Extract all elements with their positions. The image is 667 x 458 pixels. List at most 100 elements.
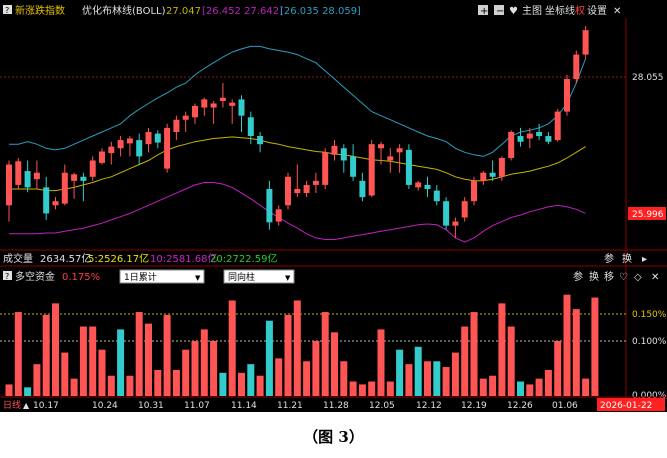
sub-switch-button[interactable]: 换 (589, 270, 599, 283)
fund-flow-bar (340, 361, 348, 396)
fund-flow-bar (312, 341, 320, 396)
candle-body (108, 146, 115, 154)
bar-mode-select-value: 同向柱 (228, 271, 255, 283)
candle-body (433, 190, 440, 202)
toolbar-main-chart[interactable]: 主图 (522, 5, 542, 17)
fund-flow-bar (498, 303, 506, 396)
fund-flow-bar (451, 352, 459, 396)
sub-lock-icon[interactable]: ◇ (634, 272, 642, 283)
candle-body (24, 171, 31, 188)
period-select[interactable] (119, 269, 205, 284)
candle-body (89, 160, 96, 177)
x-axis-label: 11.21 (277, 401, 303, 411)
fund-flow-bar (368, 381, 376, 396)
sub-menu-q-icon[interactable] (3, 271, 12, 280)
fund-flow-bars (5, 294, 599, 396)
zoom-out-icon[interactable] (494, 5, 504, 15)
volume-switch-button[interactable]: 换 (622, 252, 632, 265)
x-axis-label: 12.05 (369, 401, 395, 411)
volume-param-button[interactable]: 参 (604, 252, 614, 265)
stock-chart-panel: ? 新涨跌指数 优化布林线(BOLL) 27.047 [26.452 27.64… (0, 0, 667, 412)
volume-ma20: 20:2722.59亿 (210, 252, 277, 265)
fund-flow-bar (182, 349, 190, 396)
x-axis-label: 10.24 (92, 401, 118, 411)
volume-label: 成交量 (3, 252, 33, 265)
candle-body (294, 188, 301, 194)
fund-flow-bar (563, 294, 571, 396)
toolbar-axis[interactable]: 坐标线 (545, 4, 575, 17)
fund-flow-bar (228, 300, 236, 396)
fund-flow-bar (572, 309, 580, 396)
fund-flow-bar (517, 381, 524, 396)
figure-caption: （图 3） (303, 428, 364, 446)
fund-flow-bar (70, 378, 78, 396)
chart-svg: ? 新涨跌指数 优化布林线(BOLL) 27.047 [26.452 27.64… (0, 4, 667, 411)
indicator-name[interactable]: 优化布林线(BOLL) (82, 4, 166, 17)
candle-body (145, 131, 152, 145)
menu-q-icon[interactable] (3, 5, 12, 14)
fund-flow-bar (331, 332, 338, 396)
fund-flow-bar (14, 312, 22, 396)
bar-mode-select[interactable] (223, 269, 295, 284)
candle-body (99, 151, 105, 163)
fund-flow-bar (461, 326, 469, 396)
close-icon[interactable]: ✕ (613, 6, 621, 17)
candle-body (61, 172, 68, 204)
fund-flow-bar (442, 367, 450, 396)
period-label[interactable]: 日线 (3, 399, 21, 411)
fund-flow-bar (535, 378, 543, 396)
candle-body (238, 99, 245, 116)
sub-favorite-heart-icon[interactable]: ♡ (619, 272, 628, 283)
candle-body (201, 99, 208, 108)
fund-flow-bar (33, 364, 41, 396)
fund-flow-bar (265, 320, 273, 396)
candle-body (266, 188, 273, 223)
sub-move-button[interactable]: 移 (604, 270, 614, 283)
x-axis-label: 10.17 (33, 401, 59, 411)
candle-body (164, 127, 171, 169)
fund-flow-bar (89, 326, 97, 396)
candle-body (322, 152, 329, 185)
candle-body (415, 182, 422, 188)
level-label-0000: 0.000% (632, 391, 667, 401)
fund-flow-bar (79, 326, 87, 396)
toolbar-settings[interactable]: 设置 (587, 5, 607, 17)
boll-mid-line (9, 136, 586, 192)
volume-more-icon[interactable]: ▸ (642, 254, 647, 265)
candle-body (331, 145, 338, 155)
fund-flow-bar (544, 369, 552, 396)
zoom-in-icon[interactable] (478, 5, 488, 15)
candle-body (312, 180, 319, 185)
candle-body (303, 184, 310, 194)
sub-param-button[interactable]: 参 (573, 270, 583, 283)
fund-flow-bar (24, 387, 32, 396)
fund-flow-bar (293, 300, 301, 396)
sub-close-icon[interactable]: ✕ (651, 272, 659, 283)
candle-body (405, 149, 412, 185)
candle-body (378, 144, 384, 149)
favorite-heart-icon[interactable]: ♥ (509, 6, 518, 17)
price-low-label: 25.996 (632, 210, 664, 220)
fund-flow-bar (405, 364, 413, 396)
fund-flow-bar (256, 375, 264, 396)
toolbar-right[interactable]: 权 (575, 4, 585, 17)
period-select-chevron-icon: ▼ (195, 274, 201, 282)
level-label-0150: 0.150% (632, 310, 667, 320)
candle-body (33, 172, 40, 180)
candlestick-plot (6, 26, 589, 243)
x-axis-label: 11.07 (184, 401, 210, 411)
candle-body (452, 221, 459, 226)
index-name[interactable]: 新涨跌指数 (15, 4, 65, 17)
candle-body (275, 209, 282, 222)
candle-body (359, 180, 366, 198)
candle-body (461, 201, 468, 218)
fund-flow-bar (210, 341, 218, 396)
fund-flow-bar (489, 375, 497, 396)
sub-panel-title[interactable]: 多空资金 (15, 270, 55, 283)
fund-flow-bar (479, 378, 487, 396)
period-select-value: 1日累计 (124, 271, 157, 283)
sub-panel-value: 0.175% (62, 272, 100, 283)
fund-flow-bar (172, 369, 180, 396)
boll-lower-line (9, 182, 586, 243)
fund-flow-bar (219, 372, 227, 396)
